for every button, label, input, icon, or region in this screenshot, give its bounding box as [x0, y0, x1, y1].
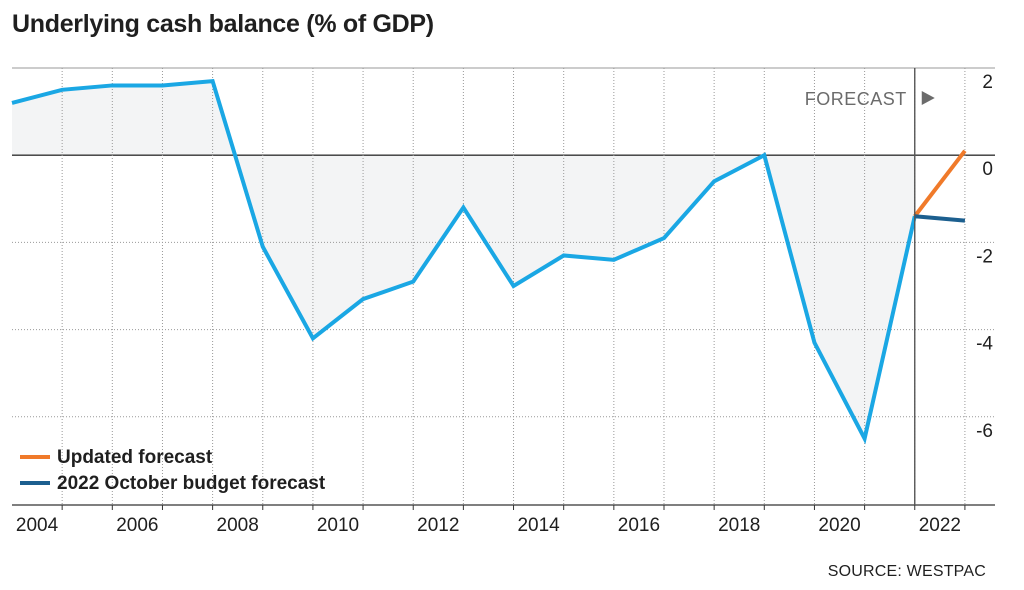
- series-line-updated-forecast: [913, 149, 967, 218]
- y-tick-label: 2: [982, 72, 993, 93]
- x-axis-ticks: 2004 2006 2008 2010 2012 2014 2016 2018 2020 2022: [16, 515, 961, 536]
- x-tick-label: 2014: [517, 515, 560, 536]
- forecast-arrow-icon: [921, 91, 935, 105]
- legend: Updated forecast 2022 October budget fore…: [20, 447, 326, 494]
- x-tick-label: 2012: [417, 515, 459, 536]
- area-fill: [12, 81, 915, 439]
- y-tick-label: -6: [976, 421, 993, 442]
- y-tick-label: -2: [976, 246, 993, 267]
- chart-title: Underlying cash balance (% of GDP): [12, 10, 434, 38]
- source-note: SOURCE: WESTPAC: [827, 563, 986, 580]
- x-tick-label: 2010: [317, 515, 359, 536]
- x-tick-label: 2016: [618, 515, 660, 536]
- x-tick-label: 2004: [16, 515, 59, 536]
- legend-label: 2022 October budget forecast: [57, 473, 326, 494]
- series-line-budget-forecast: [914, 214, 966, 223]
- y-axis-ticks: 2 0 -2 -4 -6: [976, 72, 993, 442]
- series-lines: [11, 78, 967, 445]
- deficit-surplus-area: [12, 81, 915, 439]
- x-tick-label: 2006: [116, 515, 158, 536]
- x-tick-label: 2020: [818, 515, 860, 536]
- y-tick-label: 0: [982, 159, 993, 180]
- forecast-label: FORECAST: [805, 89, 907, 109]
- x-tick-label: 2022: [919, 515, 961, 536]
- x-tick-label: 2008: [217, 515, 259, 536]
- y-tick-label: -4: [976, 334, 993, 355]
- forecast-marker: FORECAST: [805, 68, 935, 505]
- legend-label: Updated forecast: [57, 447, 213, 468]
- series-line-history: [11, 78, 917, 445]
- x-tick-label: 2018: [718, 515, 760, 536]
